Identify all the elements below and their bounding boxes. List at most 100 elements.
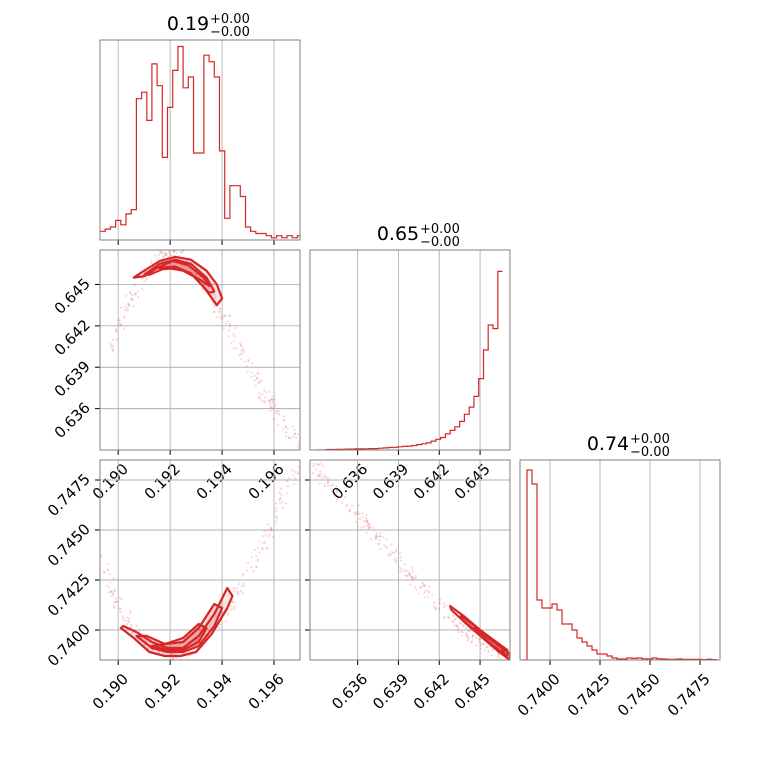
x-tick-label: 0.7400 — [514, 670, 564, 720]
sample-point — [414, 574, 418, 577]
sample-point — [102, 570, 105, 574]
sample-point — [368, 525, 371, 529]
sample-point — [341, 501, 344, 504]
sample-point — [264, 400, 267, 403]
sample-point — [126, 616, 129, 619]
sample-point — [122, 617, 125, 620]
sample-point — [131, 632, 134, 635]
x-tick-label: 0.194 — [193, 670, 236, 713]
x-tick-label: 0.7425 — [564, 670, 614, 720]
sample-point — [250, 375, 253, 378]
sample-point — [134, 292, 137, 295]
x-tick-label: 0.192 — [141, 460, 184, 503]
sample-point — [233, 589, 236, 592]
sample-point — [366, 521, 369, 524]
sample-point — [443, 606, 446, 609]
sample-point — [115, 328, 118, 331]
sample-point — [240, 585, 244, 588]
sample-point — [287, 436, 291, 440]
sample-point — [268, 533, 271, 536]
sample-point — [115, 330, 118, 333]
sample-point — [334, 494, 337, 497]
sample-point — [410, 576, 414, 579]
y-tick-label: 0.645 — [51, 275, 94, 318]
sample-point — [262, 541, 265, 545]
sample-point — [467, 637, 471, 640]
sample-point — [228, 314, 231, 317]
sample-point — [283, 419, 286, 422]
sample-point — [207, 286, 210, 290]
sample-point — [378, 539, 381, 542]
sample-point — [128, 290, 132, 294]
sample-point — [325, 476, 328, 480]
density-contour — [156, 259, 211, 287]
sample-point — [329, 484, 332, 487]
x-tick-label: 0.192 — [141, 670, 184, 713]
sample-point — [124, 619, 127, 622]
sample-point — [256, 558, 260, 561]
sample-point — [427, 585, 430, 588]
sample-point — [375, 532, 378, 535]
sample-point — [119, 324, 122, 327]
sample-point — [235, 586, 239, 590]
sample-point — [367, 522, 370, 525]
sample-point — [118, 596, 121, 599]
sample-point — [113, 600, 116, 604]
panel-frame — [309, 459, 511, 661]
sample-point — [270, 529, 273, 532]
y-tick-label: 0.7475 — [44, 470, 94, 520]
sample-point — [360, 526, 363, 529]
sample-point — [470, 630, 474, 633]
sample-point — [170, 652, 173, 656]
sample-point — [317, 462, 320, 466]
sample-point — [235, 591, 238, 594]
sample-point — [261, 393, 264, 396]
sample-point — [483, 649, 487, 652]
sample-point — [291, 425, 294, 428]
sample-point — [318, 470, 322, 473]
sample-point — [240, 344, 243, 348]
sample-point — [259, 398, 262, 401]
sample-point — [124, 294, 128, 298]
sample-point — [424, 589, 427, 593]
sample-point — [422, 584, 425, 587]
sample-point — [367, 527, 370, 531]
sample-point — [411, 578, 414, 581]
density-contour — [150, 622, 208, 652]
sample-point — [335, 485, 338, 488]
scatter-points — [109, 250, 300, 449]
sample-point — [97, 555, 99, 557]
sample-point — [246, 370, 249, 373]
sample-point — [238, 342, 241, 345]
sample-point — [213, 294, 217, 297]
sample-point — [256, 566, 259, 569]
sample-point — [230, 608, 233, 611]
sample-point — [293, 433, 296, 436]
sample-point — [292, 482, 296, 486]
sample-point — [369, 537, 373, 541]
sample-point — [122, 619, 125, 622]
sample-point — [457, 628, 460, 631]
sample-point — [431, 594, 434, 597]
sample-point — [227, 328, 230, 332]
sample-point — [290, 436, 293, 440]
sample-point — [232, 333, 235, 336]
sample-point — [292, 473, 295, 477]
sample-point — [293, 428, 296, 431]
sample-point — [447, 615, 450, 619]
sample-point — [284, 434, 287, 438]
sample-point — [125, 622, 129, 626]
sample-point — [172, 250, 175, 253]
sample-point — [227, 335, 230, 338]
sample-point — [145, 276, 148, 279]
sample-point — [413, 585, 417, 589]
sample-point — [218, 626, 221, 630]
sample-point — [170, 653, 173, 656]
sample-point — [118, 322, 121, 325]
sample-point — [257, 372, 260, 375]
sample-point — [124, 309, 127, 312]
sample-point — [438, 602, 441, 605]
sample-point — [238, 354, 241, 357]
sample-point — [118, 607, 122, 610]
